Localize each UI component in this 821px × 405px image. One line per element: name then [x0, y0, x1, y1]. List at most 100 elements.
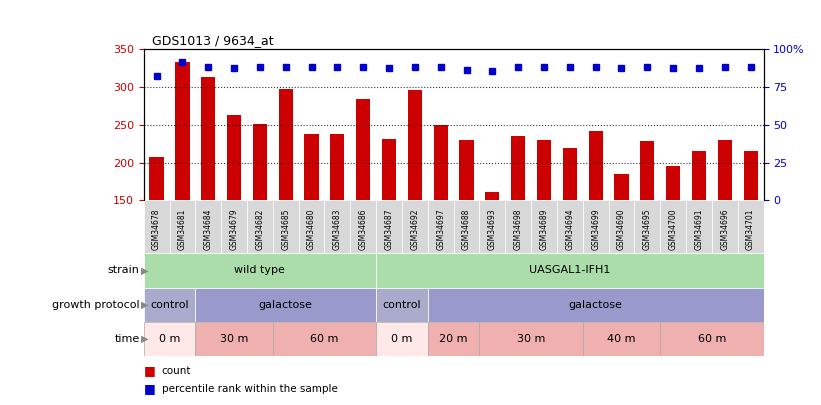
Text: ■: ■: [144, 382, 155, 395]
Text: GSM34696: GSM34696: [720, 208, 729, 250]
Bar: [278, 89, 293, 200]
Bar: [635, 200, 660, 253]
Text: wild type: wild type: [235, 265, 286, 275]
Text: ▶: ▶: [141, 334, 149, 344]
Text: 0 m: 0 m: [392, 334, 413, 344]
Text: count: count: [162, 366, 191, 375]
Bar: [589, 131, 603, 200]
Text: galactose: galactose: [259, 300, 313, 310]
Bar: [408, 90, 422, 200]
Text: ■: ■: [144, 364, 155, 377]
Bar: [557, 200, 583, 253]
Bar: [660, 322, 764, 356]
Text: percentile rank within the sample: percentile rank within the sample: [162, 384, 337, 394]
Bar: [460, 140, 474, 200]
Text: growth protocol: growth protocol: [52, 300, 140, 310]
Bar: [376, 288, 428, 322]
Bar: [221, 200, 247, 253]
Text: GSM34678: GSM34678: [152, 208, 161, 250]
Bar: [227, 115, 241, 200]
Bar: [583, 200, 608, 253]
Bar: [324, 200, 351, 253]
Bar: [562, 148, 577, 200]
Bar: [686, 200, 712, 253]
Text: GSM34701: GSM34701: [746, 208, 755, 250]
Text: GSM34698: GSM34698: [514, 208, 523, 250]
Text: time: time: [114, 334, 140, 344]
Bar: [428, 200, 453, 253]
Bar: [511, 136, 525, 200]
Bar: [505, 200, 531, 253]
Bar: [176, 62, 190, 200]
Bar: [712, 200, 738, 253]
Bar: [144, 200, 169, 253]
Bar: [247, 200, 273, 253]
Bar: [144, 253, 376, 288]
Bar: [428, 322, 479, 356]
Text: GSM34684: GSM34684: [204, 208, 213, 250]
Text: control: control: [150, 300, 189, 310]
Bar: [253, 124, 267, 200]
Bar: [402, 200, 428, 253]
Bar: [305, 134, 319, 200]
Text: 20 m: 20 m: [439, 334, 468, 344]
Bar: [195, 200, 221, 253]
Text: 40 m: 40 m: [608, 334, 635, 344]
Text: GSM34687: GSM34687: [384, 208, 393, 250]
Text: GSM34693: GSM34693: [488, 208, 497, 250]
Bar: [453, 200, 479, 253]
Bar: [169, 200, 195, 253]
Bar: [744, 151, 758, 200]
Bar: [195, 288, 376, 322]
Text: GSM34699: GSM34699: [591, 208, 600, 250]
Bar: [144, 288, 195, 322]
Bar: [485, 192, 499, 200]
Text: ▶: ▶: [141, 300, 149, 310]
Text: 30 m: 30 m: [517, 334, 545, 344]
Bar: [351, 200, 376, 253]
Text: GSM34694: GSM34694: [566, 208, 575, 250]
Bar: [614, 174, 629, 200]
Text: GSM34679: GSM34679: [230, 208, 239, 250]
Text: strain: strain: [108, 265, 140, 275]
Text: GSM34686: GSM34686: [359, 208, 368, 250]
Text: control: control: [383, 300, 421, 310]
Bar: [356, 100, 370, 200]
Bar: [273, 322, 376, 356]
Text: GSM34685: GSM34685: [282, 208, 291, 250]
Text: 60 m: 60 m: [310, 334, 338, 344]
Bar: [537, 141, 551, 200]
Bar: [144, 322, 195, 356]
Bar: [330, 134, 345, 200]
Text: GSM34695: GSM34695: [643, 208, 652, 250]
Text: 30 m: 30 m: [220, 334, 248, 344]
Text: GSM34692: GSM34692: [410, 208, 420, 250]
Bar: [666, 166, 681, 200]
Bar: [640, 141, 654, 200]
Bar: [738, 200, 764, 253]
Text: GSM34680: GSM34680: [307, 208, 316, 250]
Bar: [195, 322, 273, 356]
Text: GDS1013 / 9634_at: GDS1013 / 9634_at: [152, 34, 273, 47]
Text: GSM34689: GSM34689: [539, 208, 548, 250]
Bar: [692, 151, 706, 200]
Bar: [201, 77, 215, 200]
Bar: [376, 200, 402, 253]
Text: UASGAL1-IFH1: UASGAL1-IFH1: [530, 265, 611, 275]
Text: GSM34683: GSM34683: [333, 208, 342, 250]
Bar: [531, 200, 557, 253]
Text: GSM34682: GSM34682: [255, 208, 264, 250]
Bar: [660, 200, 686, 253]
Text: GSM34691: GSM34691: [695, 208, 704, 250]
Text: 60 m: 60 m: [698, 334, 726, 344]
Bar: [608, 200, 635, 253]
Bar: [299, 200, 324, 253]
Text: GSM34681: GSM34681: [178, 208, 187, 250]
Bar: [433, 124, 447, 200]
Bar: [718, 141, 732, 200]
Bar: [428, 288, 764, 322]
Bar: [479, 322, 583, 356]
Text: 0 m: 0 m: [158, 334, 180, 344]
Text: GSM34690: GSM34690: [617, 208, 626, 250]
Bar: [479, 200, 505, 253]
